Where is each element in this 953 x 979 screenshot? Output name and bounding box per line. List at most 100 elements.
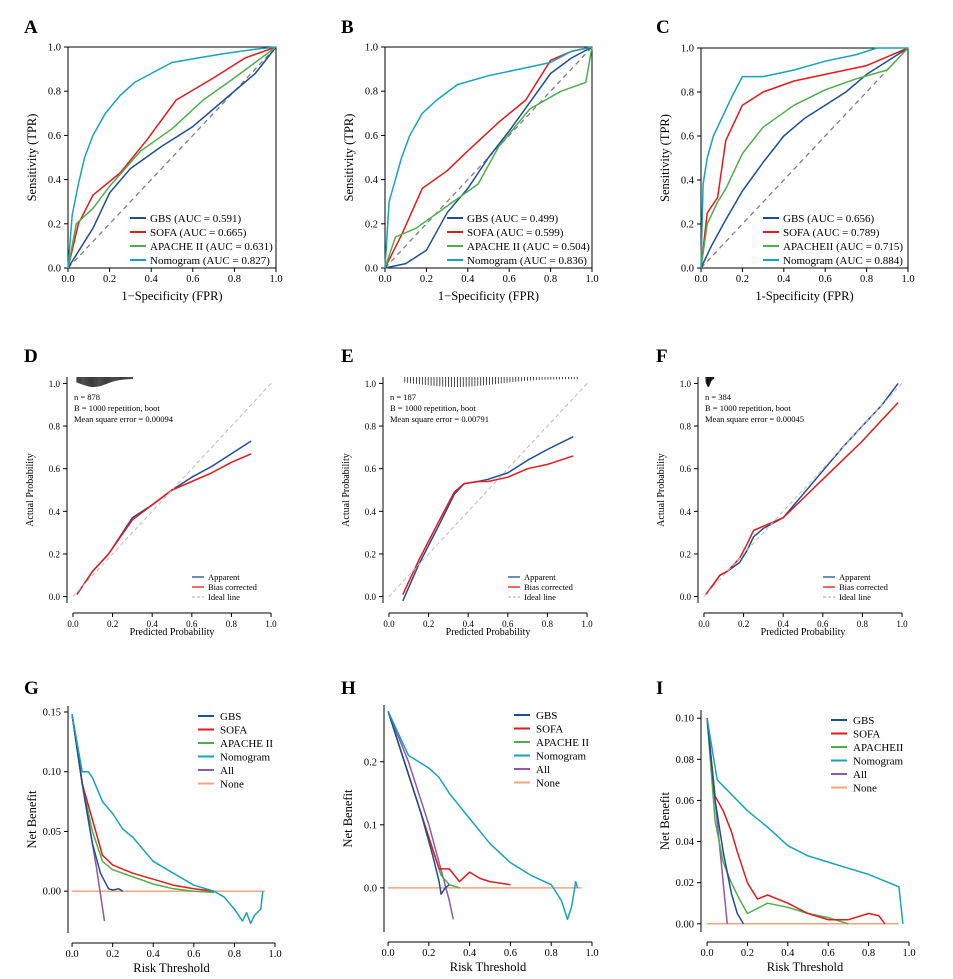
series-nomogram: [700, 47, 908, 269]
y-axis-title: Net Benefit: [341, 789, 355, 847]
y-axis-title: Sensitivity (TPR): [658, 114, 672, 202]
y-tick-label: 0.0: [364, 883, 377, 894]
y-tick-label: 0.0: [365, 264, 378, 275]
y-tick-label: 0.0: [365, 592, 377, 602]
series-apacheii: [700, 47, 909, 269]
y-tick-label: 0.8: [48, 87, 61, 98]
x-tick-label: 0.6: [822, 948, 835, 959]
x-tick-label: 0.0: [61, 274, 74, 285]
y-tick-label: 0.1: [364, 820, 377, 831]
x-tick-label: 0.4: [147, 949, 161, 960]
x-axis-title: 1-Specificity (FPR): [755, 289, 853, 303]
y-tick-label: 0.10: [43, 767, 61, 778]
series-gbs: [706, 718, 745, 925]
y-axis-title: Actual Probability: [341, 453, 352, 527]
x-tick-label: 0.8: [545, 948, 558, 959]
x-tick-label: 0.0: [700, 948, 713, 959]
y-tick-label: 0.2: [680, 549, 691, 559]
x-tick-label: 0.8: [228, 274, 241, 285]
legend-label: SOFA: [220, 725, 247, 737]
legend-label: GBS (AUC = 0.591): [150, 213, 241, 225]
annotation-text: Mean square error = 0.00791: [390, 414, 489, 424]
y-tick-label: 0.4: [365, 175, 379, 186]
series-all: [387, 711, 455, 920]
x-axis-title: Risk Threshold: [133, 961, 210, 975]
x-axis-title: Predicted Probability: [446, 627, 531, 638]
annotation-text: n = 187: [390, 392, 416, 402]
y-tick-label: 0.8: [49, 422, 61, 432]
x-tick-label: 0.4: [778, 619, 790, 629]
x-tick-label: 1.0: [268, 949, 281, 960]
y-tick-label: 0.0: [48, 264, 61, 275]
legend-label: GBS: [220, 711, 241, 723]
x-tick-label: 0.8: [226, 619, 238, 629]
panel-letter: A: [24, 17, 38, 38]
y-tick-label: 0.4: [681, 176, 695, 187]
y-tick-label: 0.00: [676, 919, 694, 930]
panel-letter: B: [341, 17, 354, 38]
y-tick-label: 0.8: [365, 422, 377, 432]
y-tick-label: 0.05: [43, 827, 61, 838]
y-tick-label: 0.00: [43, 887, 61, 898]
y-tick-label: 0.2: [365, 549, 376, 559]
rug-marks: [404, 377, 578, 387]
series-sofa: [706, 718, 886, 925]
legend-label: Bias corrected: [839, 582, 889, 592]
series-sofa: [67, 46, 277, 269]
series-apache-ii: [71, 714, 215, 894]
x-tick-label: 0.2: [741, 948, 754, 959]
y-tick-label: 0.6: [365, 464, 377, 474]
x-tick-label: 0.4: [463, 948, 477, 959]
plot-frame: [384, 46, 593, 269]
y-tick-label: 1.0: [680, 379, 692, 389]
x-tick-label: 0.4: [145, 274, 159, 285]
legend-label: None: [536, 778, 560, 790]
series-sofa: [387, 711, 511, 886]
series-nomogram: [67, 46, 277, 269]
x-tick-label: 1.0: [896, 619, 908, 629]
series-nomogram: [706, 718, 904, 924]
legend-label: GBS (AUC = 0.499): [467, 213, 558, 225]
y-tick-label: 0.2: [48, 219, 61, 230]
y-tick-label: 1.0: [48, 43, 61, 54]
legend-label: APACHE II (AUC = 0.631): [150, 241, 273, 253]
x-axis-title: 1−Specificity (FPR): [121, 289, 222, 303]
panel-letter: I: [656, 678, 663, 699]
y-tick-label: 0.4: [48, 175, 62, 186]
legend-label: APACHE II: [536, 737, 589, 749]
y-tick-label: 0.04: [676, 837, 695, 848]
legend: GBS (AUC = 0.499) SOFA (AUC = 0.599) APACH…: [447, 213, 590, 267]
x-tick-label: 0.4: [463, 619, 475, 629]
y-tick-label: 0.0: [680, 592, 692, 602]
y-tick-label: 0.4: [49, 507, 61, 517]
y-tick-label: 1.0: [365, 379, 377, 389]
legend-label: SOFA (AUC = 0.599): [467, 227, 564, 239]
y-tick-label: 0.6: [48, 131, 61, 142]
series-nomogram: [387, 710, 579, 921]
legend: GBS (AUC = 0.591) SOFA (AUC = 0.665) APACH…: [130, 213, 273, 267]
series-gbs: [387, 711, 450, 895]
legend-label: SOFA: [536, 724, 563, 736]
y-tick-label: 1.0: [681, 44, 694, 55]
rug-marks: [76, 377, 133, 387]
legend-label: APACHE II: [220, 738, 273, 750]
y-tick-label: 0.0: [681, 264, 694, 275]
x-tick-label: 0.4: [461, 274, 475, 285]
legend-label: Nomogram (AUC = 0.827): [150, 255, 270, 267]
annotation-text: n = 384: [705, 392, 732, 402]
reference-diagonal: [384, 46, 593, 269]
legend-label: GBS: [536, 710, 557, 722]
x-tick-label: 0.6: [504, 948, 517, 959]
panel-h: H 0.0 0.2 0.4 0.6 0.8 1.0 0.0 0.1 0.2 Risk Thresho…: [341, 678, 599, 974]
series-sofa: [71, 714, 215, 892]
y-tick-label: 0.2: [681, 220, 694, 231]
x-tick-label: 0.6: [187, 949, 200, 960]
series-apacheii: [706, 718, 849, 925]
legend-label: Nomogram: [536, 751, 587, 763]
plot-frame: [700, 47, 909, 269]
panel-i: I 0.0 0.2 0.4 0.6 0.8 1.0 0.00 0.02 0.04 0.06 0.08 0…: [656, 678, 916, 974]
